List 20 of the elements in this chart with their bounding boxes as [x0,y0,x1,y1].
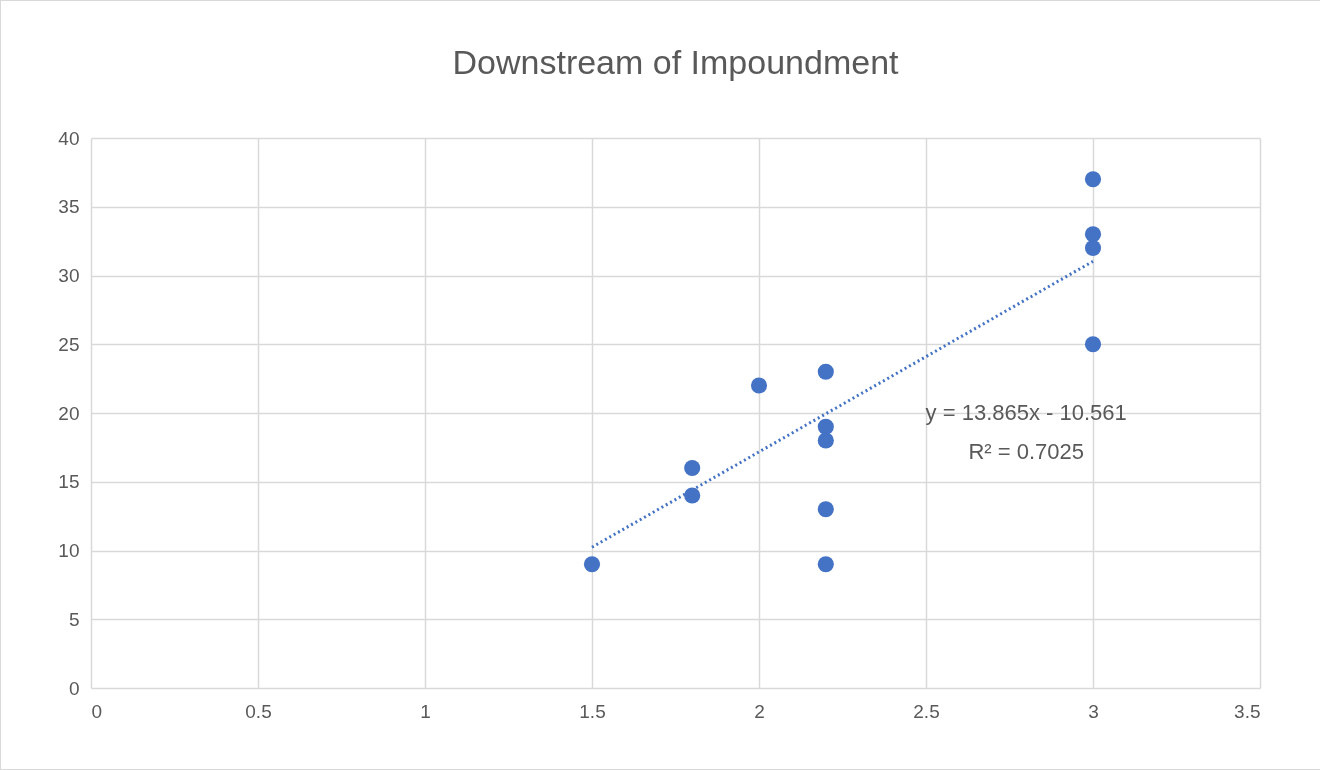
y-tick-label: 35 [58,196,80,218]
x-tick-label: 1 [420,700,431,722]
annotation: R² = 0.7025 [968,438,1084,464]
y-tick-label: 0 [68,677,80,699]
y-tick-label: 20 [58,402,80,424]
y-tick-label: 30 [58,265,80,286]
y-tick-label: 15 [58,471,80,493]
annotation: y = 13.865x - 10.561 [925,400,1127,425]
x-tick-label: 2 [754,700,765,722]
x-tick-label: 0 [91,700,103,722]
y-tick-label: 5 [68,608,80,630]
x-tick-label: 2.5 [913,700,940,722]
x-tick-label: 3.5 [1234,700,1261,722]
y-tick-label: 10 [58,540,80,561]
x-tick-label: 1.5 [579,700,606,722]
y-tick-label: 40 [58,127,80,149]
y-tick-label: 25 [58,333,80,355]
chart-title: Downstream of Impoundment [452,43,900,81]
x-tick-label: 3 [1088,700,1099,722]
x-tick-label: 0.5 [245,700,272,722]
